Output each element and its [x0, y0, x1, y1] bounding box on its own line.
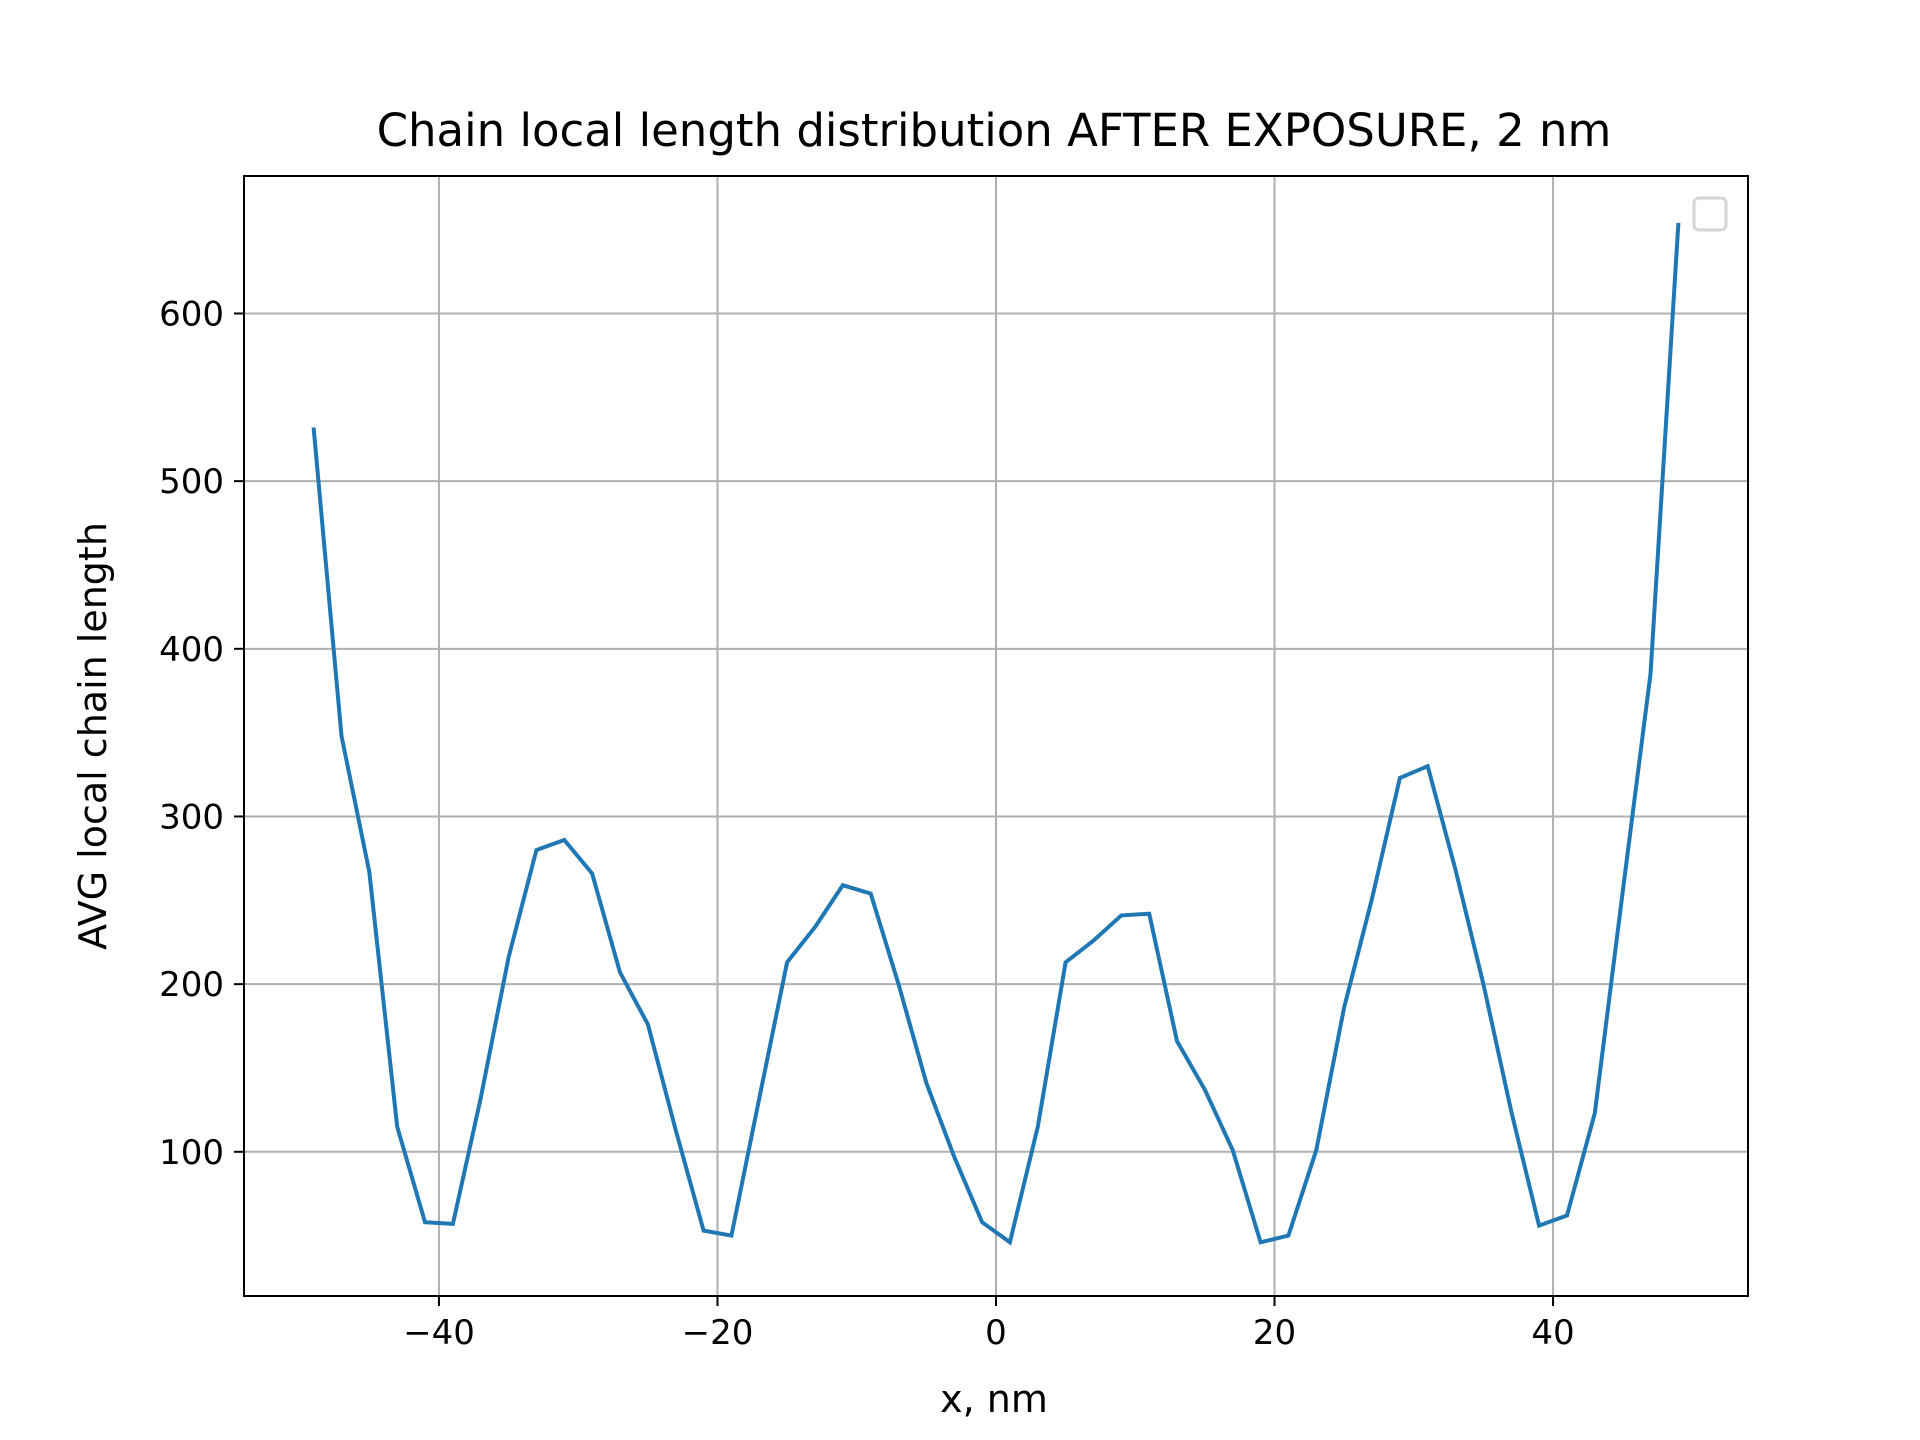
- y-tick-label: 300: [159, 797, 224, 837]
- tick-marks: [234, 312, 1555, 1306]
- y-tick-label: 500: [159, 462, 224, 502]
- x-tick-label: 40: [1531, 1313, 1574, 1353]
- y-tick-label: 400: [159, 630, 224, 670]
- chart-title: Chain local length distribution AFTER EX…: [377, 104, 1612, 157]
- series-layer: [311, 222, 1681, 1246]
- y-tick-label: 600: [159, 294, 224, 334]
- y-tick-label: 100: [159, 1133, 224, 1173]
- x-tick-label: 0: [985, 1313, 1007, 1353]
- x-tick-label: 20: [1253, 1313, 1296, 1353]
- legend-box: [1692, 196, 1728, 232]
- y-tick-labels: 100 200 300 400 500 600: [159, 294, 224, 1172]
- x-tick-label: −40: [403, 1313, 475, 1353]
- grid-lines: [244, 176, 1748, 1296]
- series-line: [311, 222, 1681, 1246]
- x-axis-label: x, nm: [940, 1377, 1048, 1421]
- x-tick-label: −20: [682, 1313, 754, 1353]
- y-tick-label: 200: [159, 965, 224, 1005]
- x-tick-labels: −40 −20 0 20 40: [403, 1313, 1575, 1353]
- y-axis-label: AVG local chain length: [71, 522, 115, 950]
